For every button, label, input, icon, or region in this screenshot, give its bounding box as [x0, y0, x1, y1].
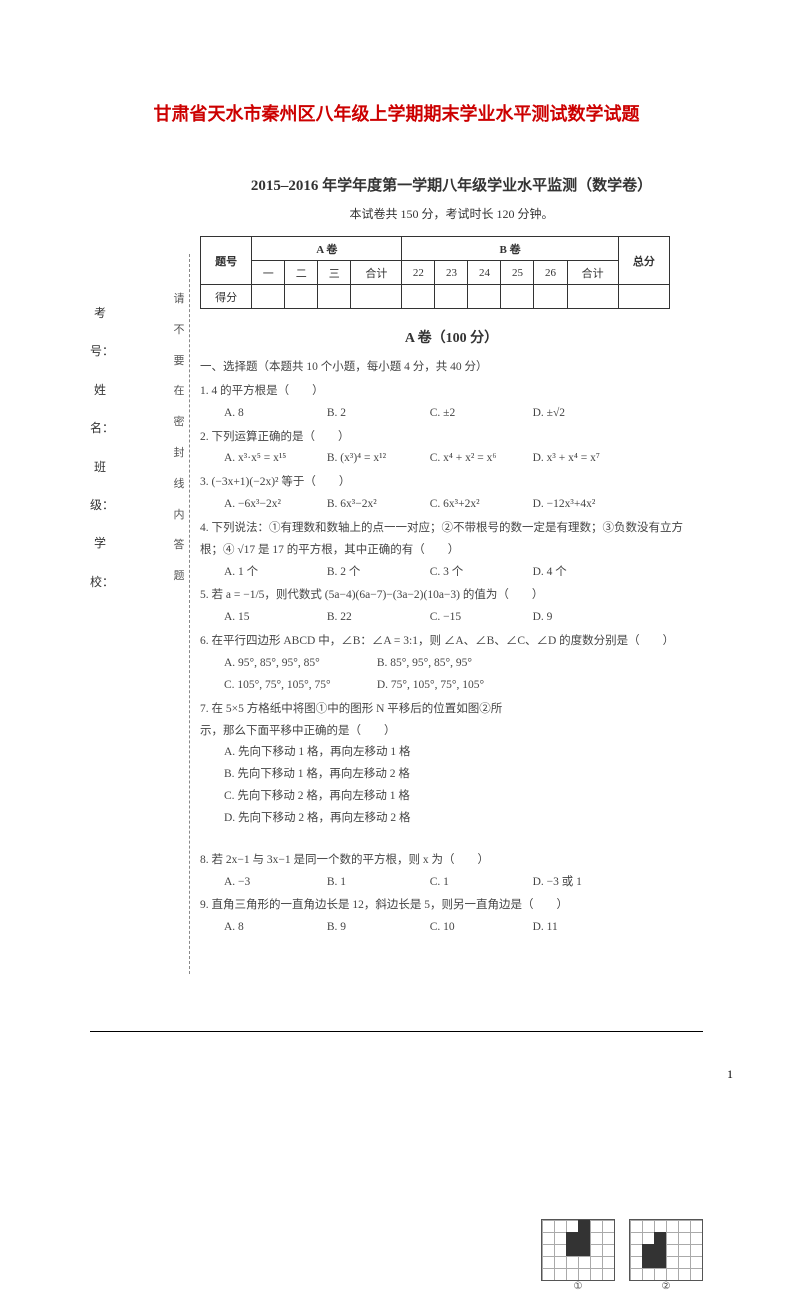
exam-header: 2015–2016 年学年度第一学期八年级学业水平监测（数学卷）: [200, 174, 703, 195]
q6: 6. 在平行四边形 ABCD 中，∠B：∠A = 3:1，则 ∠A、∠B、∠C、…: [200, 631, 703, 697]
q2: 2. 下列运算正确的是（ ） A. x³·x⁵ = x¹⁵ B. (x³)⁴ =…: [200, 427, 703, 471]
questions: 一、选择题（本题共 10 个小题，每小题 4 分，共 40 分） 1. 4 的平…: [200, 357, 703, 939]
q7: 7. 在 5×5 方格纸中将图①中的图形 N 平移后的位置如图②所示，那么下面平…: [200, 699, 703, 830]
part1-intro: 一、选择题（本题共 10 个小题，每小题 4 分，共 40 分）: [200, 357, 703, 379]
q4: 4. 下列说法：①有理数和数轴上的点一一对应；②不带根号的数一定是有理数；③负数…: [200, 518, 703, 584]
q9: 9. 直角三角形的一直角边长是 12，斜边长是 5，则另一直角边是（ ） A. …: [200, 895, 703, 939]
row-score: 得分: [201, 285, 252, 309]
section-a-title: A 卷（100 分）: [200, 327, 703, 347]
score-table: 题号 A 卷 B 卷 总分 一 二 三 合计 22 23 24 25 26 合计…: [200, 236, 670, 309]
q5: 5. 若 a = −1/5，则代数式 (5a−4)(6a−7)−(3a−2)(1…: [200, 585, 703, 629]
label-class: 班级：: [90, 448, 110, 525]
grid-figure-1: ①: [541, 1219, 615, 1281]
footer-rule: [90, 1031, 703, 1032]
col-number: 题号: [201, 237, 252, 285]
col-total: 总分: [618, 237, 669, 285]
col-b: B 卷: [402, 237, 618, 261]
q1: 1. 4 的平方根是（ ） A. 8 B. 2 C. ±2 D. ±√2: [200, 381, 703, 425]
q8: 8. 若 2x−1 与 3x−1 是同一个数的平方根，则 x 为（ ） A. −…: [200, 850, 703, 894]
page-number: 1: [727, 1067, 733, 1082]
grid-figure-2: ②: [629, 1219, 703, 1281]
student-info-labels: 考号： 姓名： 班级： 学校：: [90, 294, 110, 601]
q7-figures: ① ②: [541, 1219, 703, 1281]
col-a: A 卷: [252, 237, 402, 261]
label-school: 学校：: [90, 524, 110, 601]
q3: 3. (−3x+1)(−2x)² 等于（ ） A. −6x³−2x² B. 6x…: [200, 472, 703, 516]
seal-line-text: 请 不 要 在 密 封 线 内 答 题: [172, 284, 186, 592]
label-name: 姓名：: [90, 371, 110, 448]
page-title: 甘肃省天水市秦州区八年级上学期期末学业水平测试数学试题: [0, 0, 793, 156]
exam-subheader: 本试卷共 150 分，考试时长 120 分钟。: [200, 205, 703, 222]
label-examid: 考号：: [90, 294, 110, 371]
exam-body: 考号： 姓名： 班级： 学校： 请 不 要 在 密 封 线 内 答 题 2015…: [120, 174, 703, 939]
